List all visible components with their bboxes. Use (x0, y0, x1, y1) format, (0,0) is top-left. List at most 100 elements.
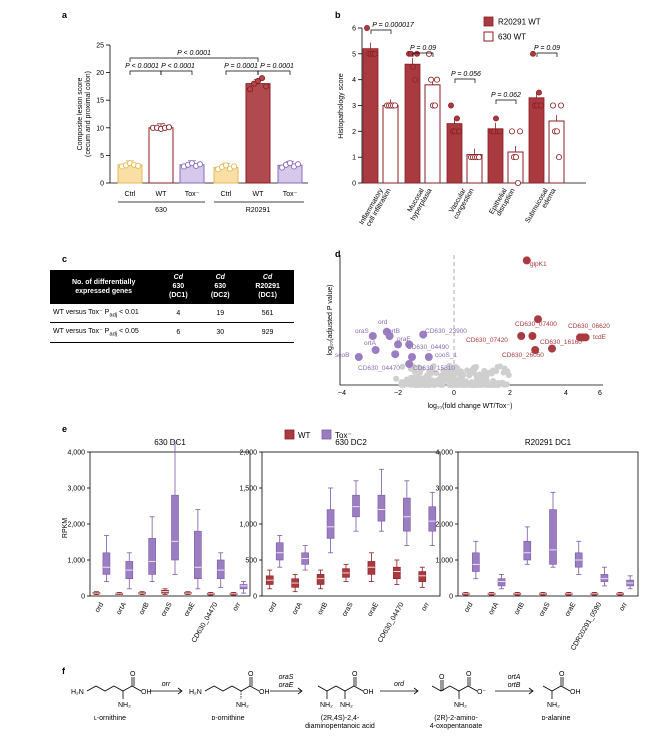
bar-b-630-1 (424, 84, 441, 184)
point-d-grey (452, 363, 459, 370)
point-d-wt-8 (531, 346, 540, 354)
panel-b-xticks: Inflammatory cell infiltration Mucosal h… (358, 187, 557, 228)
panel-a-ylabel-2: (cecum and proximal colon) (85, 71, 92, 157)
point-b-r-0-0 (364, 25, 370, 31)
enzyme-ortb: ortB (508, 682, 521, 689)
box-e (600, 574, 609, 582)
svg-text:2: 2 (508, 390, 512, 397)
box-e (102, 552, 111, 575)
label-cd630-04490: CD630_04490 (407, 344, 449, 351)
point-a-3-2 (222, 162, 230, 169)
point-a-4-3 (258, 75, 266, 82)
point-d-wt-2 (528, 332, 537, 340)
label-coos1: cooS_1 (435, 352, 457, 359)
table-row: WT versus Tox⁻ Padj < 0.05 6 30 929 (50, 322, 294, 343)
label-orae: oraE (397, 336, 411, 343)
point-d-grey (464, 367, 471, 374)
point-d-grey (501, 365, 508, 372)
xtick-label-e: ortB (514, 601, 527, 616)
svg-text:25: 25 (96, 43, 104, 50)
point-b-r-1-1 (408, 50, 414, 57)
xtick-wt-r20291: WT (253, 191, 265, 198)
box-e (523, 540, 532, 561)
compound-d-alanine: ᴅ-alanine (542, 715, 571, 722)
point-b-r-3-2 (493, 115, 499, 122)
ytick-label-e: 1,500 (239, 486, 257, 493)
box-e (472, 552, 480, 572)
panel-letter-d: d (335, 249, 341, 259)
point-d-grey (420, 375, 427, 382)
point-d-grey (469, 366, 476, 373)
point-a-2-2 (188, 160, 196, 167)
xtick-label-e: oraE (367, 601, 381, 618)
compound-l-ornithine: ʟ-ornithine (94, 715, 126, 722)
panel-d-labels-wt: glpK1 CD630_07400 CD630_06620 CD630_0742… (466, 261, 610, 359)
panel-a-ylabel-1: Composite lesion score (77, 78, 84, 151)
point-d-grey (503, 381, 510, 388)
panel-b-yticks: 0 1 2 3 4 5 6 (352, 26, 362, 188)
point-a-0-4 (134, 162, 142, 169)
panel-a-brackets (129, 57, 291, 75)
deg-table-header: No. of differentially expressed genes Cd… (50, 270, 294, 304)
point-d-tox-5 (405, 340, 414, 349)
panel-f-enzymes: orr oraS oraE ord ortA ortB (162, 674, 521, 689)
xtick-wt-630: WT (156, 191, 168, 198)
panel-b-bars (362, 25, 565, 186)
panel-d-xlabel: log₁₀(fold change WT/Tox⁻) (428, 403, 513, 410)
panel-e-subplot-1: 630 DC2 0 500 1,000 1,500 2,000 ord ortA ortB ora… (239, 438, 441, 644)
point-b-w-3-3 (515, 179, 522, 186)
xtick-label-e: oraS (538, 601, 552, 618)
bar-b-r20291-0 (362, 48, 379, 184)
xtick-label-e: ortA (116, 601, 129, 616)
point-d-tox-8 (408, 353, 416, 361)
ytick-label-e: 3,000 (435, 486, 453, 493)
point-b-r-4-3 (536, 89, 542, 96)
point-d-grey (438, 380, 445, 387)
box-e (239, 584, 248, 590)
bar-b-630-0 (382, 105, 399, 184)
panel-letter-c: c (62, 254, 67, 264)
xtick-ctrl-630: Ctrl (125, 191, 136, 198)
cell-value: 30 (199, 322, 242, 343)
svg-text:P = 0.062: P = 0.062 (491, 92, 521, 99)
svg-text:4: 4 (564, 390, 568, 397)
ytick-label-e: 1,000 (435, 558, 453, 565)
label-tcde: tcdE (593, 334, 607, 341)
point-d-tox-7 (424, 353, 433, 361)
point-d-grey (426, 381, 433, 388)
box-e (549, 509, 557, 565)
point-d-grey (437, 374, 444, 381)
compound-diamino-1: (2R,4S)-2,4- (321, 715, 360, 722)
svg-text:NH₂: NH₂ (118, 702, 131, 709)
enzyme-oras: oraS (279, 674, 294, 681)
table-row: WT versus Tox⁻ Padj < 0.01 4 19 561 (50, 302, 294, 323)
svg-text:P = 0.000017: P = 0.000017 (372, 22, 415, 29)
point-d-grey (412, 381, 419, 388)
box-e (393, 566, 401, 580)
ytick-label-e: 2,000 (67, 522, 85, 529)
ytick-label-e: 1,000 (239, 522, 257, 529)
point-b-w-3-2 (513, 154, 520, 161)
svg-text:OH: OH (259, 689, 270, 696)
legend-label-630-wt: 630 WT (498, 33, 526, 42)
point-d-grey (456, 369, 463, 376)
svg-text:0: 0 (352, 181, 356, 188)
panel-d-labels-tox: ord oraS ortB CD630_23900 ortA oraE CD63… (335, 319, 467, 372)
point-d-grey (448, 381, 455, 388)
box-e (326, 509, 335, 539)
point-d-grey (431, 378, 438, 385)
compound-d-ornithine: ᴅ-ornithine (211, 715, 244, 722)
point-d-grey (483, 373, 490, 380)
point-b-r-2-4 (456, 128, 462, 135)
point-b-r-1-3 (412, 76, 418, 83)
svg-text:O: O (559, 671, 565, 678)
svg-text:5: 5 (352, 51, 356, 58)
panel-e-ylabel: RPKM (62, 518, 69, 538)
panel-letter-f: f (62, 666, 66, 676)
svg-text:−2: −2 (394, 390, 402, 397)
point-a-5-0 (278, 164, 286, 171)
xtick-label-e: orr (232, 601, 243, 612)
label-oras: oraS (355, 328, 369, 335)
point-d-tox-1 (368, 332, 377, 340)
point-d-wt-0 (522, 256, 531, 265)
